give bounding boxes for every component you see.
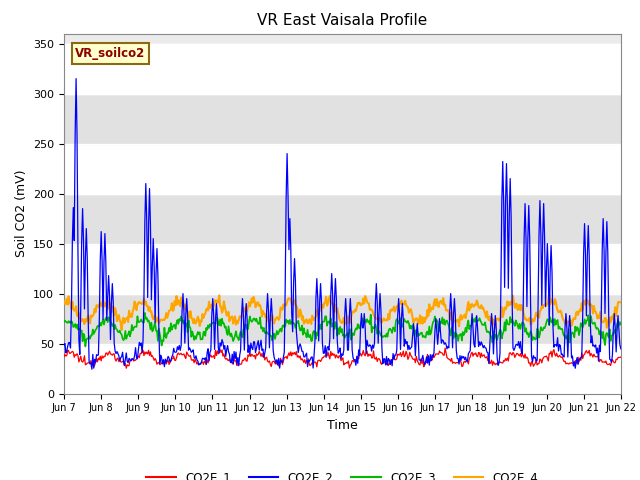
Bar [64, 294, 621, 344]
Title: VR East Vaisala Profile: VR East Vaisala Profile [257, 13, 428, 28]
Bar [64, 344, 621, 394]
Bar [64, 94, 621, 144]
Text: VR_soilco2: VR_soilco2 [75, 47, 145, 60]
X-axis label: Time: Time [327, 419, 358, 432]
Bar [64, 243, 621, 294]
Bar [64, 44, 621, 94]
Bar [64, 193, 621, 243]
Bar [64, 144, 621, 193]
Legend: CO2E_1, CO2E_2, CO2E_3, CO2E_4: CO2E_1, CO2E_2, CO2E_3, CO2E_4 [142, 466, 543, 480]
Y-axis label: Soil CO2 (mV): Soil CO2 (mV) [15, 170, 28, 257]
